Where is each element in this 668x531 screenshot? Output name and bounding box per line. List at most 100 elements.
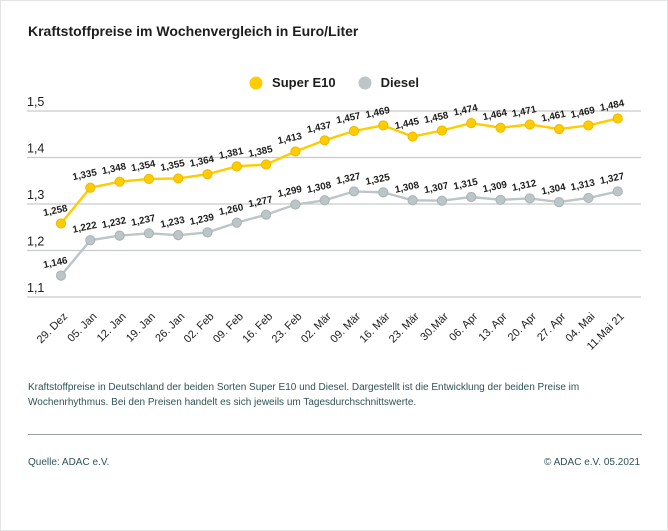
copyright-note: © ADAC e.V. 05.2021 (544, 457, 640, 468)
data-point-diesel (202, 227, 213, 238)
value-label-super-e10: 1,484 (599, 98, 626, 114)
value-label-diesel: 1,146 (42, 255, 69, 271)
footer-divider (28, 434, 642, 435)
value-label-super-e10: 1,474 (453, 103, 480, 119)
data-point-super-e10 (495, 122, 506, 133)
x-tick-label: 26. Jan (153, 311, 187, 345)
data-point-super-e10 (231, 161, 242, 172)
legend-swatch-super-e10-icon (249, 76, 263, 89)
x-tick-label: 06. Apr (447, 310, 480, 343)
value-label-diesel: 1,277 (247, 194, 274, 210)
data-point-super-e10 (143, 173, 154, 184)
data-point-super-e10 (173, 173, 184, 184)
data-point-super-e10 (319, 135, 330, 146)
data-point-diesel (348, 186, 360, 197)
value-label-super-e10: 1,458 (423, 110, 450, 126)
x-tick-label: 13. Apr (476, 310, 509, 343)
data-point-super-e10 (554, 124, 565, 135)
y-tick-label: 1,2 (27, 235, 44, 249)
value-label-super-e10: 1,354 (130, 158, 157, 174)
value-label-super-e10: 1,437 (306, 120, 333, 136)
source-note: Quelle: ADAC e.V. (28, 457, 110, 468)
data-point-diesel (143, 228, 154, 239)
chart-legend: Super E10 Diesel (1, 75, 667, 90)
value-label-diesel: 1,233 (160, 215, 187, 231)
value-label-diesel: 1,307 (423, 180, 450, 196)
x-tick-label: 20. Apr (506, 310, 539, 343)
data-point-super-e10 (114, 176, 125, 187)
legend-label-super-e10: Super E10 (272, 75, 336, 90)
value-label-super-e10: 1,469 (365, 105, 392, 121)
legend-swatch-diesel-icon (358, 76, 372, 89)
data-point-diesel (407, 195, 418, 206)
value-label-super-e10: 1,471 (511, 104, 538, 120)
x-tick-label: 29. Dez (35, 311, 70, 346)
data-point-diesel (612, 186, 623, 197)
x-tick-label: 23. Feb (270, 311, 305, 346)
y-tick-label: 1,1 (27, 281, 44, 295)
x-tick-label: 23. Mär (387, 310, 422, 345)
data-point-super-e10 (261, 159, 272, 170)
chart-description: Kraftstoffpreise in Deutschland der beid… (28, 382, 580, 408)
value-label-diesel: 1,304 (540, 182, 567, 198)
value-label-super-e10: 1,469 (570, 105, 597, 121)
value-label-super-e10: 1,385 (247, 144, 274, 160)
data-point-super-e10 (436, 125, 447, 136)
data-point-diesel (231, 217, 242, 228)
value-label-super-e10: 1,445 (394, 116, 421, 132)
data-point-diesel (173, 230, 184, 241)
value-label-super-e10: 1,258 (42, 203, 69, 219)
value-label-diesel: 1,237 (130, 213, 157, 229)
data-point-super-e10 (290, 146, 301, 157)
data-point-super-e10 (378, 120, 389, 131)
data-point-diesel (466, 191, 477, 203)
series-super-e10: 1,258 1,335 1,348 1,354 1,355 1,364 1,381 1,385… (42, 98, 626, 229)
value-label-super-e10: 1,348 (101, 161, 128, 177)
x-tick-label: 05. Jan (65, 311, 99, 345)
data-point-diesel (114, 230, 125, 241)
x-tick-label: 30.Mär (418, 310, 451, 343)
legend-item-diesel: Diesel (358, 75, 419, 90)
data-point-super-e10 (524, 119, 535, 130)
value-label-diesel: 1,308 (306, 180, 333, 196)
x-tick-label: 09. Feb (211, 311, 246, 346)
data-point-diesel (261, 209, 272, 220)
value-label-diesel: 1,327 (599, 171, 626, 187)
x-tick-label: 02. Feb (182, 311, 217, 346)
value-label-diesel: 1,327 (335, 171, 362, 187)
x-tick-label: 12. Jan (95, 311, 129, 345)
legend-label-diesel: Diesel (380, 75, 419, 90)
data-point-diesel (378, 187, 389, 198)
value-label-diesel: 1,313 (570, 177, 597, 193)
value-label-diesel: 1,222 (72, 220, 99, 236)
data-point-super-e10 (348, 125, 360, 137)
value-label-super-e10: 1,381 (218, 146, 245, 162)
value-label-super-e10: 1,355 (160, 158, 187, 174)
data-point-super-e10 (55, 218, 67, 229)
value-label-diesel: 1,299 (277, 184, 304, 200)
x-tick-label: 02. Mär (299, 310, 334, 345)
value-label-super-e10: 1,413 (277, 131, 304, 147)
value-label-diesel: 1,239 (189, 212, 216, 228)
y-tick-label: 1,4 (27, 142, 44, 156)
data-point-diesel (583, 192, 594, 204)
data-point-super-e10 (583, 120, 594, 131)
data-point-super-e10 (85, 182, 96, 193)
value-label-super-e10: 1,364 (189, 154, 216, 170)
data-point-super-e10 (202, 169, 213, 180)
y-tick-label: 1,5 (27, 95, 44, 109)
x-tick-label: 27. Apr (535, 310, 568, 343)
data-point-super-e10 (612, 113, 623, 124)
data-point-diesel (554, 197, 565, 208)
value-label-diesel: 1,309 (482, 179, 509, 195)
data-point-diesel (55, 270, 67, 281)
value-label-diesel: 1,260 (218, 202, 245, 218)
value-label-super-e10: 1,464 (482, 107, 509, 123)
value-label-diesel: 1,325 (365, 172, 392, 188)
y-tick-label: 1,3 (27, 188, 44, 202)
grid: 1,5 1,4 1,3 1,2 1,1 (27, 95, 641, 298)
